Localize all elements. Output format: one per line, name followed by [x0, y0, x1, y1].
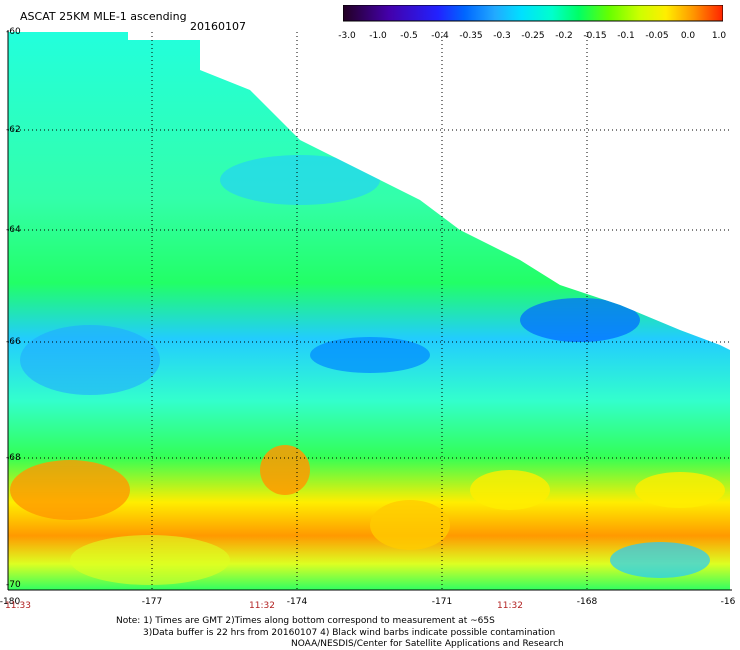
lat-label-68: -68 [6, 453, 21, 463]
lat-label-64: -64 [6, 225, 21, 235]
note-line-3: NOAA/NESDIS/Center for Satellite Applica… [291, 639, 564, 649]
lon-label-16: -16 [720, 597, 736, 607]
colorbar-label: -0.5 [400, 31, 418, 41]
colorbar-label: 0.0 [680, 31, 696, 41]
colorbar-label: -0.15 [583, 31, 607, 41]
note-line-2: 3)Data buffer is 22 hrs from 20160107 4)… [143, 628, 556, 638]
colorbar-label: 1.0 [711, 31, 727, 41]
colorbar-label: -1.0 [369, 31, 387, 41]
colorbar-label: -0.25 [521, 31, 545, 41]
satellite-map [7, 30, 732, 591]
time-label-2: 11:32 [249, 601, 275, 611]
lat-label-62: -62 [6, 125, 21, 135]
grid-lines [8, 32, 732, 590]
data-swath [8, 32, 730, 590]
colorbar-label: -0.1 [617, 31, 635, 41]
colorbar-label: -0.35 [459, 31, 483, 41]
time-label-1: 11:33 [5, 601, 31, 611]
colorbar-label: -3.0 [338, 31, 356, 41]
map-title: ASCAT 25KM MLE-1 ascending [20, 10, 187, 23]
colorbar: -3.0 -1.0 -0.5 -0.4 -0.35 -0.3 -0.25 -0.2 -0.15-… [338, 4, 727, 45]
lat-label-70: -70 [6, 580, 21, 590]
colorbar-label: -0.05 [645, 31, 669, 41]
lat-label-66: -66 [6, 337, 21, 347]
colorbar-label: -0.4 [431, 31, 449, 41]
note-line-1: Note: 1) Times are GMT 2)Times along bot… [116, 616, 495, 626]
lon-label-168: -168 [576, 597, 598, 607]
map-date: 20160107 [190, 20, 246, 33]
lat-label-60: -60 [6, 27, 21, 37]
lon-label-180: -180 [0, 597, 21, 607]
lon-label-171: -171 [431, 597, 453, 607]
colorbar-label: -0.3 [493, 31, 511, 41]
colorbar-label: -0.2 [555, 31, 573, 41]
time-label-3: 11:32 [497, 601, 523, 611]
lon-label-174: -174 [286, 597, 308, 607]
lon-label-177: -177 [141, 597, 163, 607]
